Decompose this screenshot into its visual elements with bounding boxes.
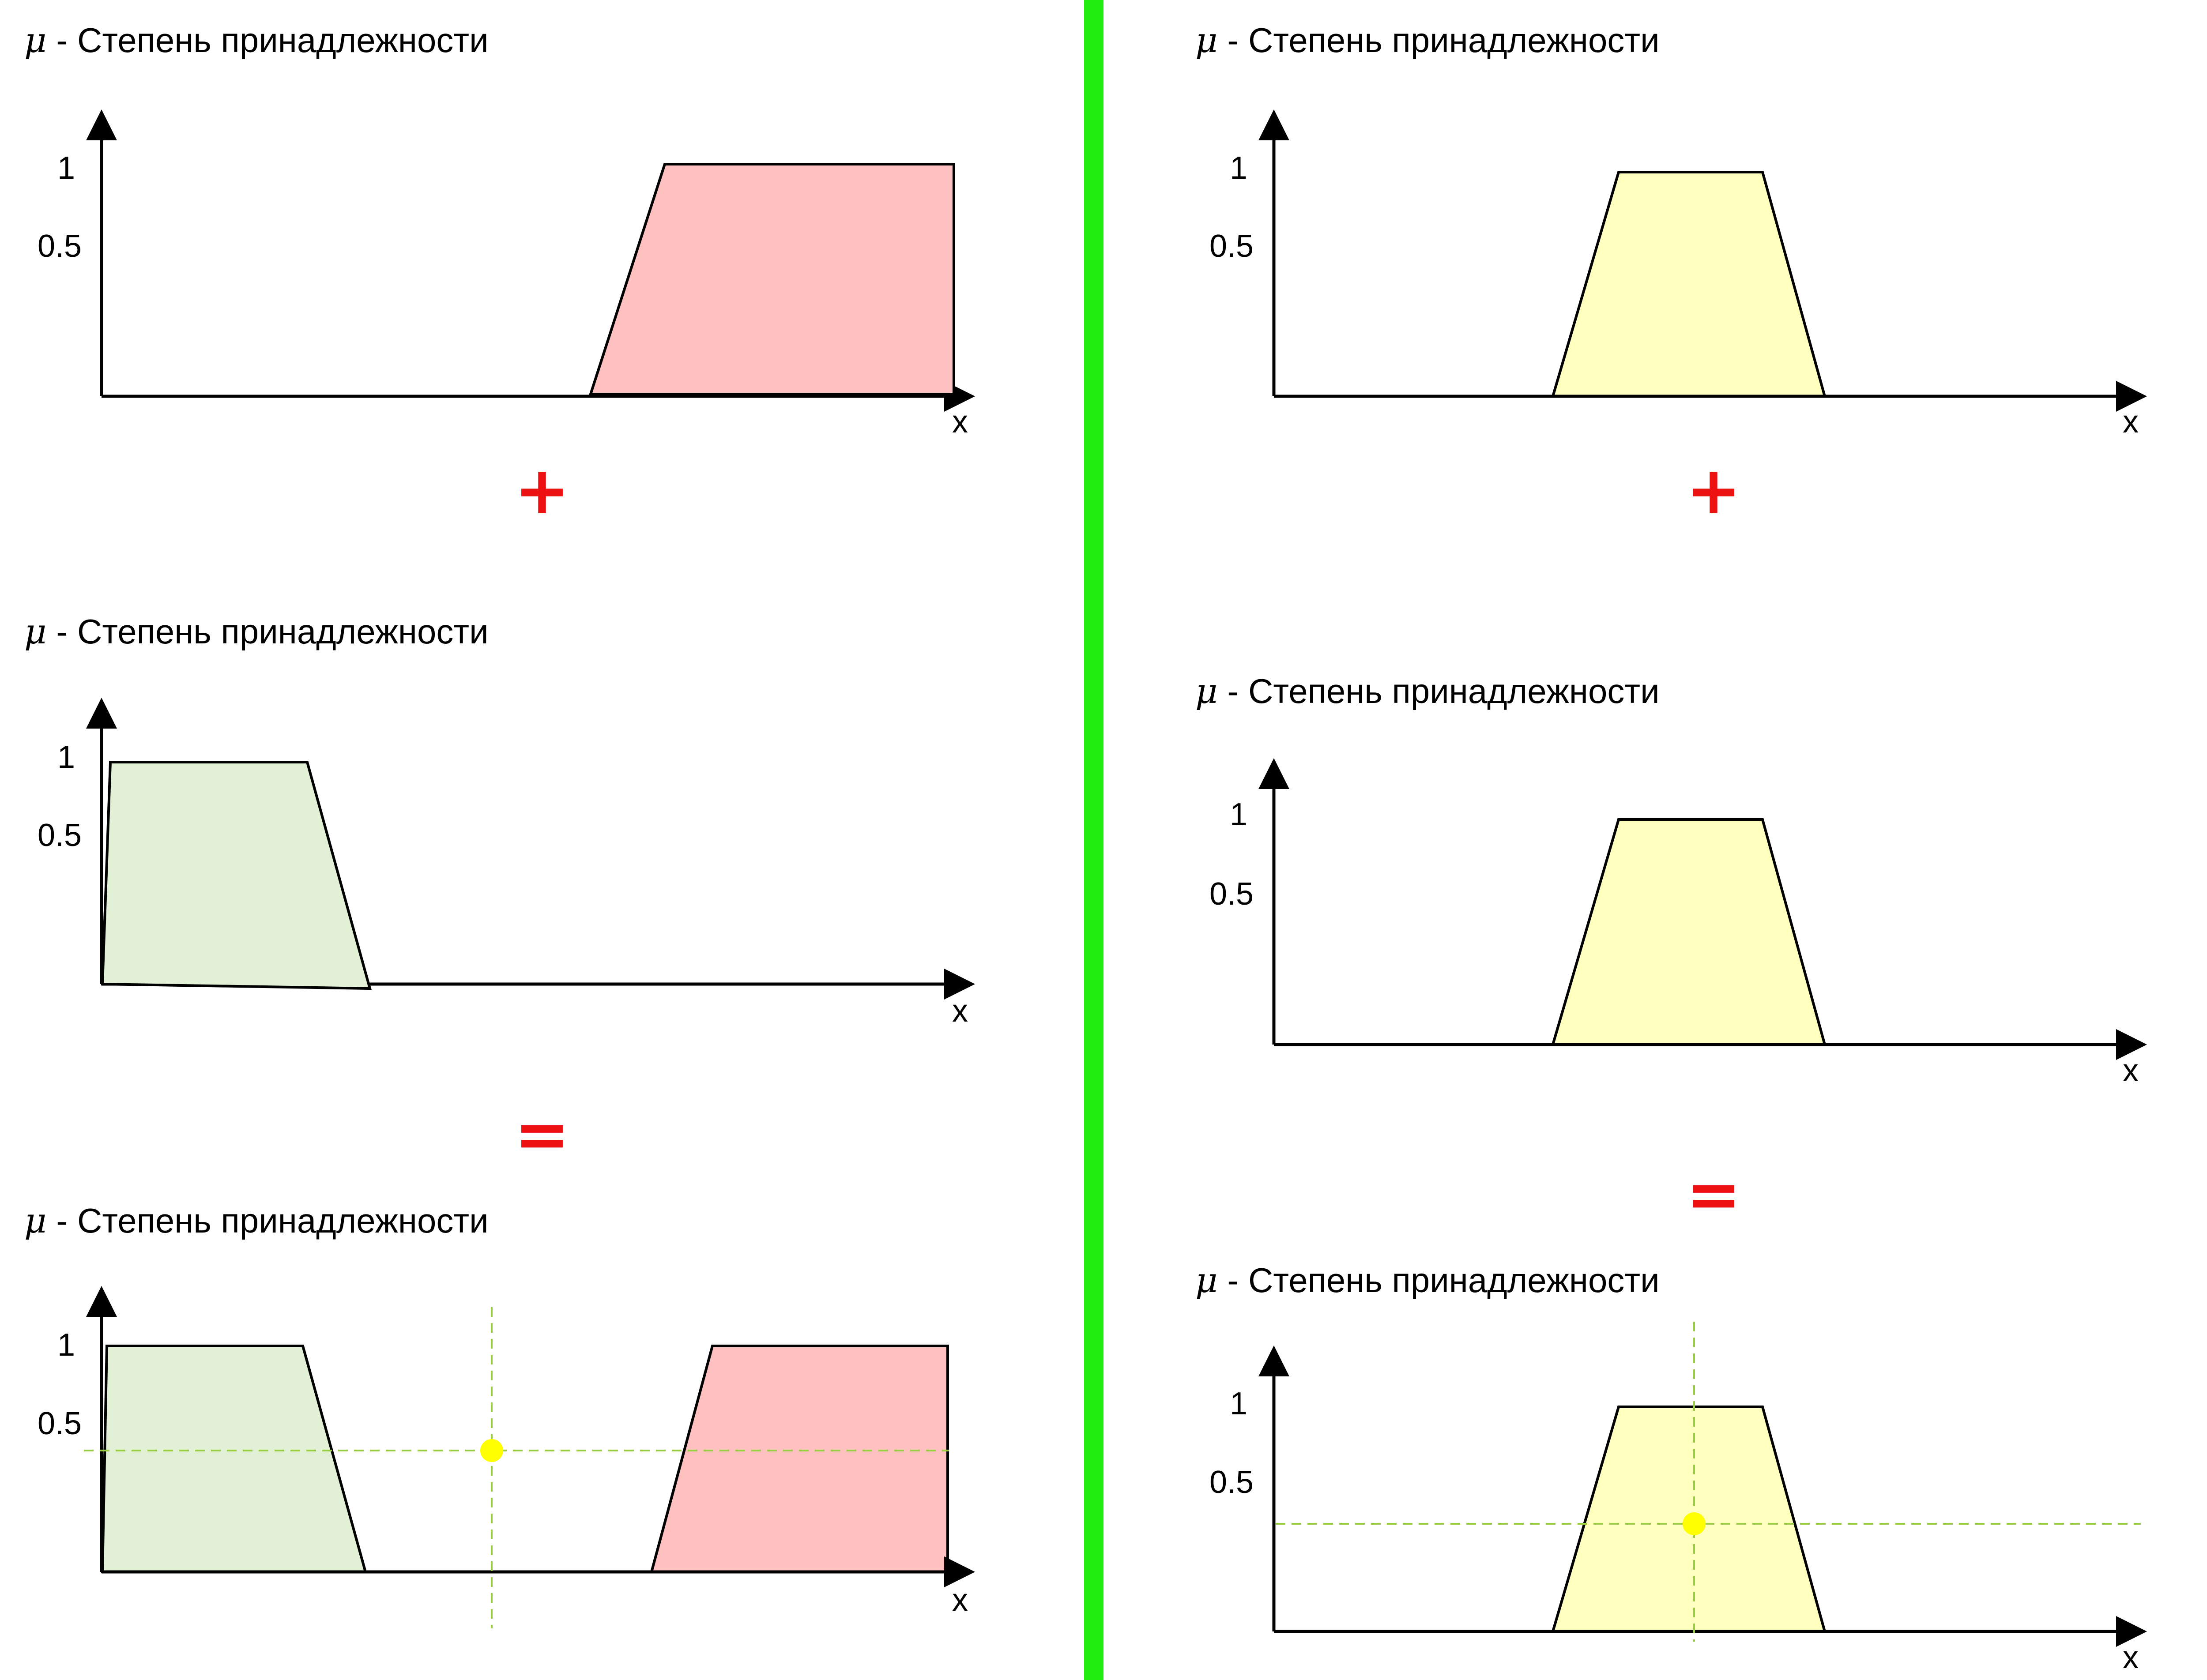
y-tick-1: 1 [1230,150,1247,186]
y-tick-1: 1 [1230,797,1247,832]
y-tick-half: 0.5 [38,229,82,264]
mu-symbol: μ [24,1201,47,1241]
panel-title: μ - Степень принадлежности [24,1201,489,1241]
x-axis-label: x [2123,404,2139,440]
y-tick-1: 1 [1230,1386,1247,1421]
x-axis-label: x [2123,1640,2139,1675]
yellow-trapezoid [1551,171,1827,398]
panel-title: μ - Степень принадлежности [1195,672,1660,711]
yellow-trapezoid [1551,818,1827,1046]
y-tick-half: 0.5 [1209,876,1254,912]
panel-title-text: - Степень принадлежности [47,21,489,60]
result-point [1683,1512,1706,1535]
panel-title: μ - Степень принадлежности [1195,21,1660,60]
mu-symbol: μ [1195,1261,1218,1300]
y-tick-half: 0.5 [1209,1465,1254,1500]
plus-operator: + [1686,452,1741,529]
green-trapezoid [101,1345,367,1573]
panel-left-3: μ - Степень принадлежности 1 0.5 x [24,1201,975,1628]
y-tick-1: 1 [57,740,75,775]
panel-title-text: - Степень принадлежности [47,1201,489,1240]
panel-title-text: - Степень принадлежности [1218,1261,1660,1300]
mu-symbol: μ [1195,672,1218,711]
panel-title-text: - Степень принадлежности [1218,672,1660,710]
x-axis-label: x [952,1582,968,1618]
panel-right-2: μ - Степень принадлежности 1 0.5 x [1195,672,2147,1088]
x-axis-label: x [952,993,968,1029]
panel-left-2: μ - Степень принадлежности 1 0.5 x [24,612,975,1029]
result-point [480,1439,503,1462]
equals-operator: = [1686,1156,1741,1233]
column-divider [1084,0,1104,1680]
mu-symbol: μ [24,21,47,60]
x-axis-label: x [2123,1053,2139,1088]
green-trapezoid [101,761,372,990]
panel-title: μ - Степень принадлежности [24,21,489,60]
panel-right-3: μ - Степень принадлежности 1 0.5 x [1195,1261,2147,1675]
equals-operator: = [514,1096,570,1173]
mu-symbol: μ [1195,21,1218,60]
pink-trapezoid [588,163,955,395]
panel-title: μ - Степень принадлежности [24,612,489,652]
plus-operator: + [514,452,570,529]
y-tick-half: 0.5 [38,818,82,853]
y-tick-1: 1 [57,1327,75,1363]
y-tick-half: 0.5 [38,1406,82,1441]
y-tick-half: 0.5 [1209,229,1254,264]
panel-right-1: μ - Степень принадлежности 1 0.5 x [1195,21,2147,440]
panel-left-1: μ - Степень принадлежности 1 0.5 x [24,21,975,440]
x-axis-label: x [952,404,968,440]
y-tick-1: 1 [57,150,75,186]
mu-symbol: μ [24,612,47,652]
pink-trapezoid [650,1345,949,1573]
panel-title-text: - Степень принадлежности [1218,21,1660,60]
panel-title-text: - Степень принадлежности [47,612,489,651]
panel-title: μ - Степень принадлежности [1195,1261,1660,1300]
